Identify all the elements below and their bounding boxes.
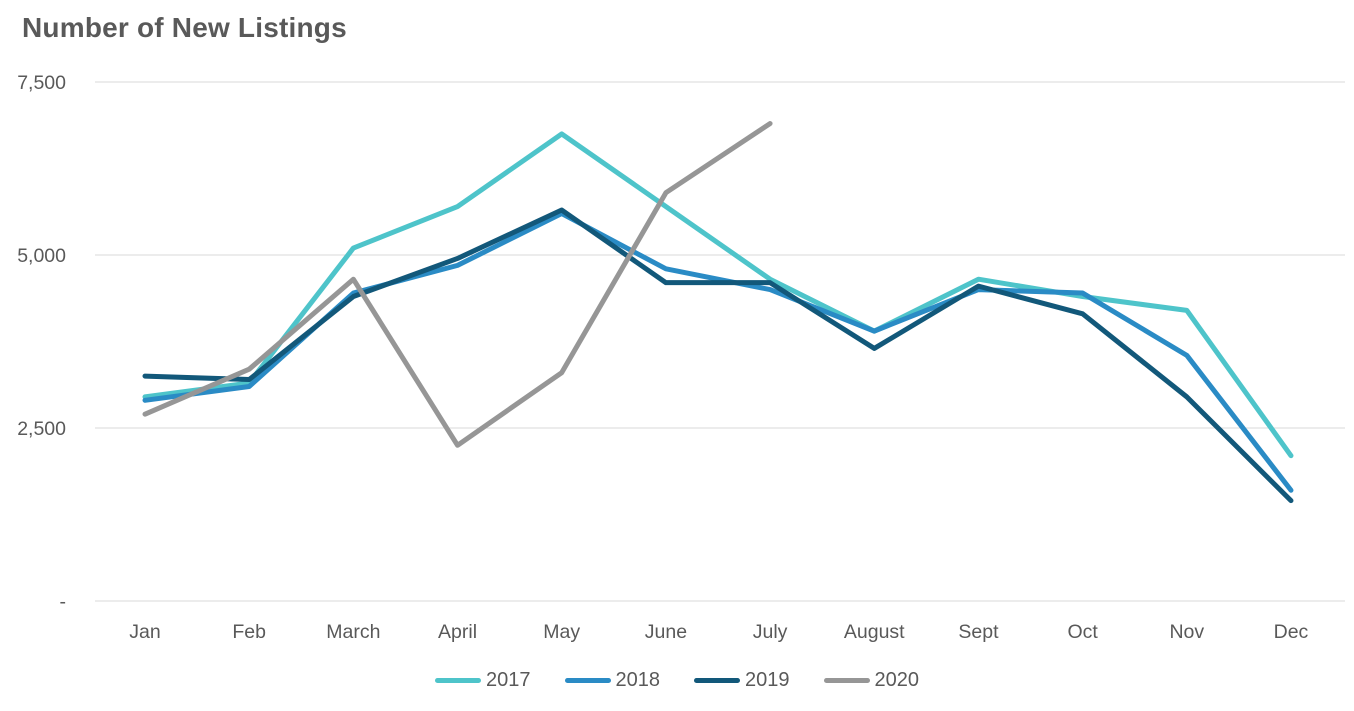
x-axis-tick-label: July [753,621,788,643]
y-axis-tick-label: 2,500 [17,418,66,440]
x-axis-tick-label: May [543,621,580,643]
series-line-2019 [142,207,1294,504]
x-axis-tick-label: Sept [958,621,999,643]
x-axis-tick-label: March [326,621,380,643]
legend-item-2020: 2020 [823,669,920,692]
y-axis-tick-label: - [60,591,67,613]
legend-swatch-2018 [564,678,611,683]
legend-swatch-2019 [694,678,740,683]
x-axis-tick-label: Feb [232,621,266,643]
legend-swatch-2020 [823,678,870,683]
x-axis-tick-label: August [844,621,905,643]
y-axis-tick-label: 5,000 [17,245,66,267]
legend: 2017 2018 2019 2020 [0,669,1354,692]
legend-label: 2019 [745,669,790,691]
x-axis-tick-label: Jan [129,621,160,643]
legend-item-2018: 2018 [564,669,661,692]
legend-item-2017: 2017 [435,669,531,692]
x-axis-tick-label: Nov [1169,621,1204,643]
x-axis-tick-label: April [438,621,477,643]
legend-label: 2018 [615,669,661,691]
x-axis-tick-label: June [645,621,687,643]
chart-title: Number of New Listings [22,12,347,43]
legend-label: 2020 [874,669,920,691]
legend-swatch-2017 [435,678,481,683]
series-line-2017 [142,131,1294,459]
legend-item-2019: 2019 [694,669,790,692]
legend-label: 2017 [486,669,531,691]
x-axis-tick-label: Oct [1067,621,1098,643]
series-line-2020 [142,121,773,448]
y-axis-tick-label: 7,500 [17,72,66,94]
x-axis-tick-label: Dec [1274,621,1309,643]
